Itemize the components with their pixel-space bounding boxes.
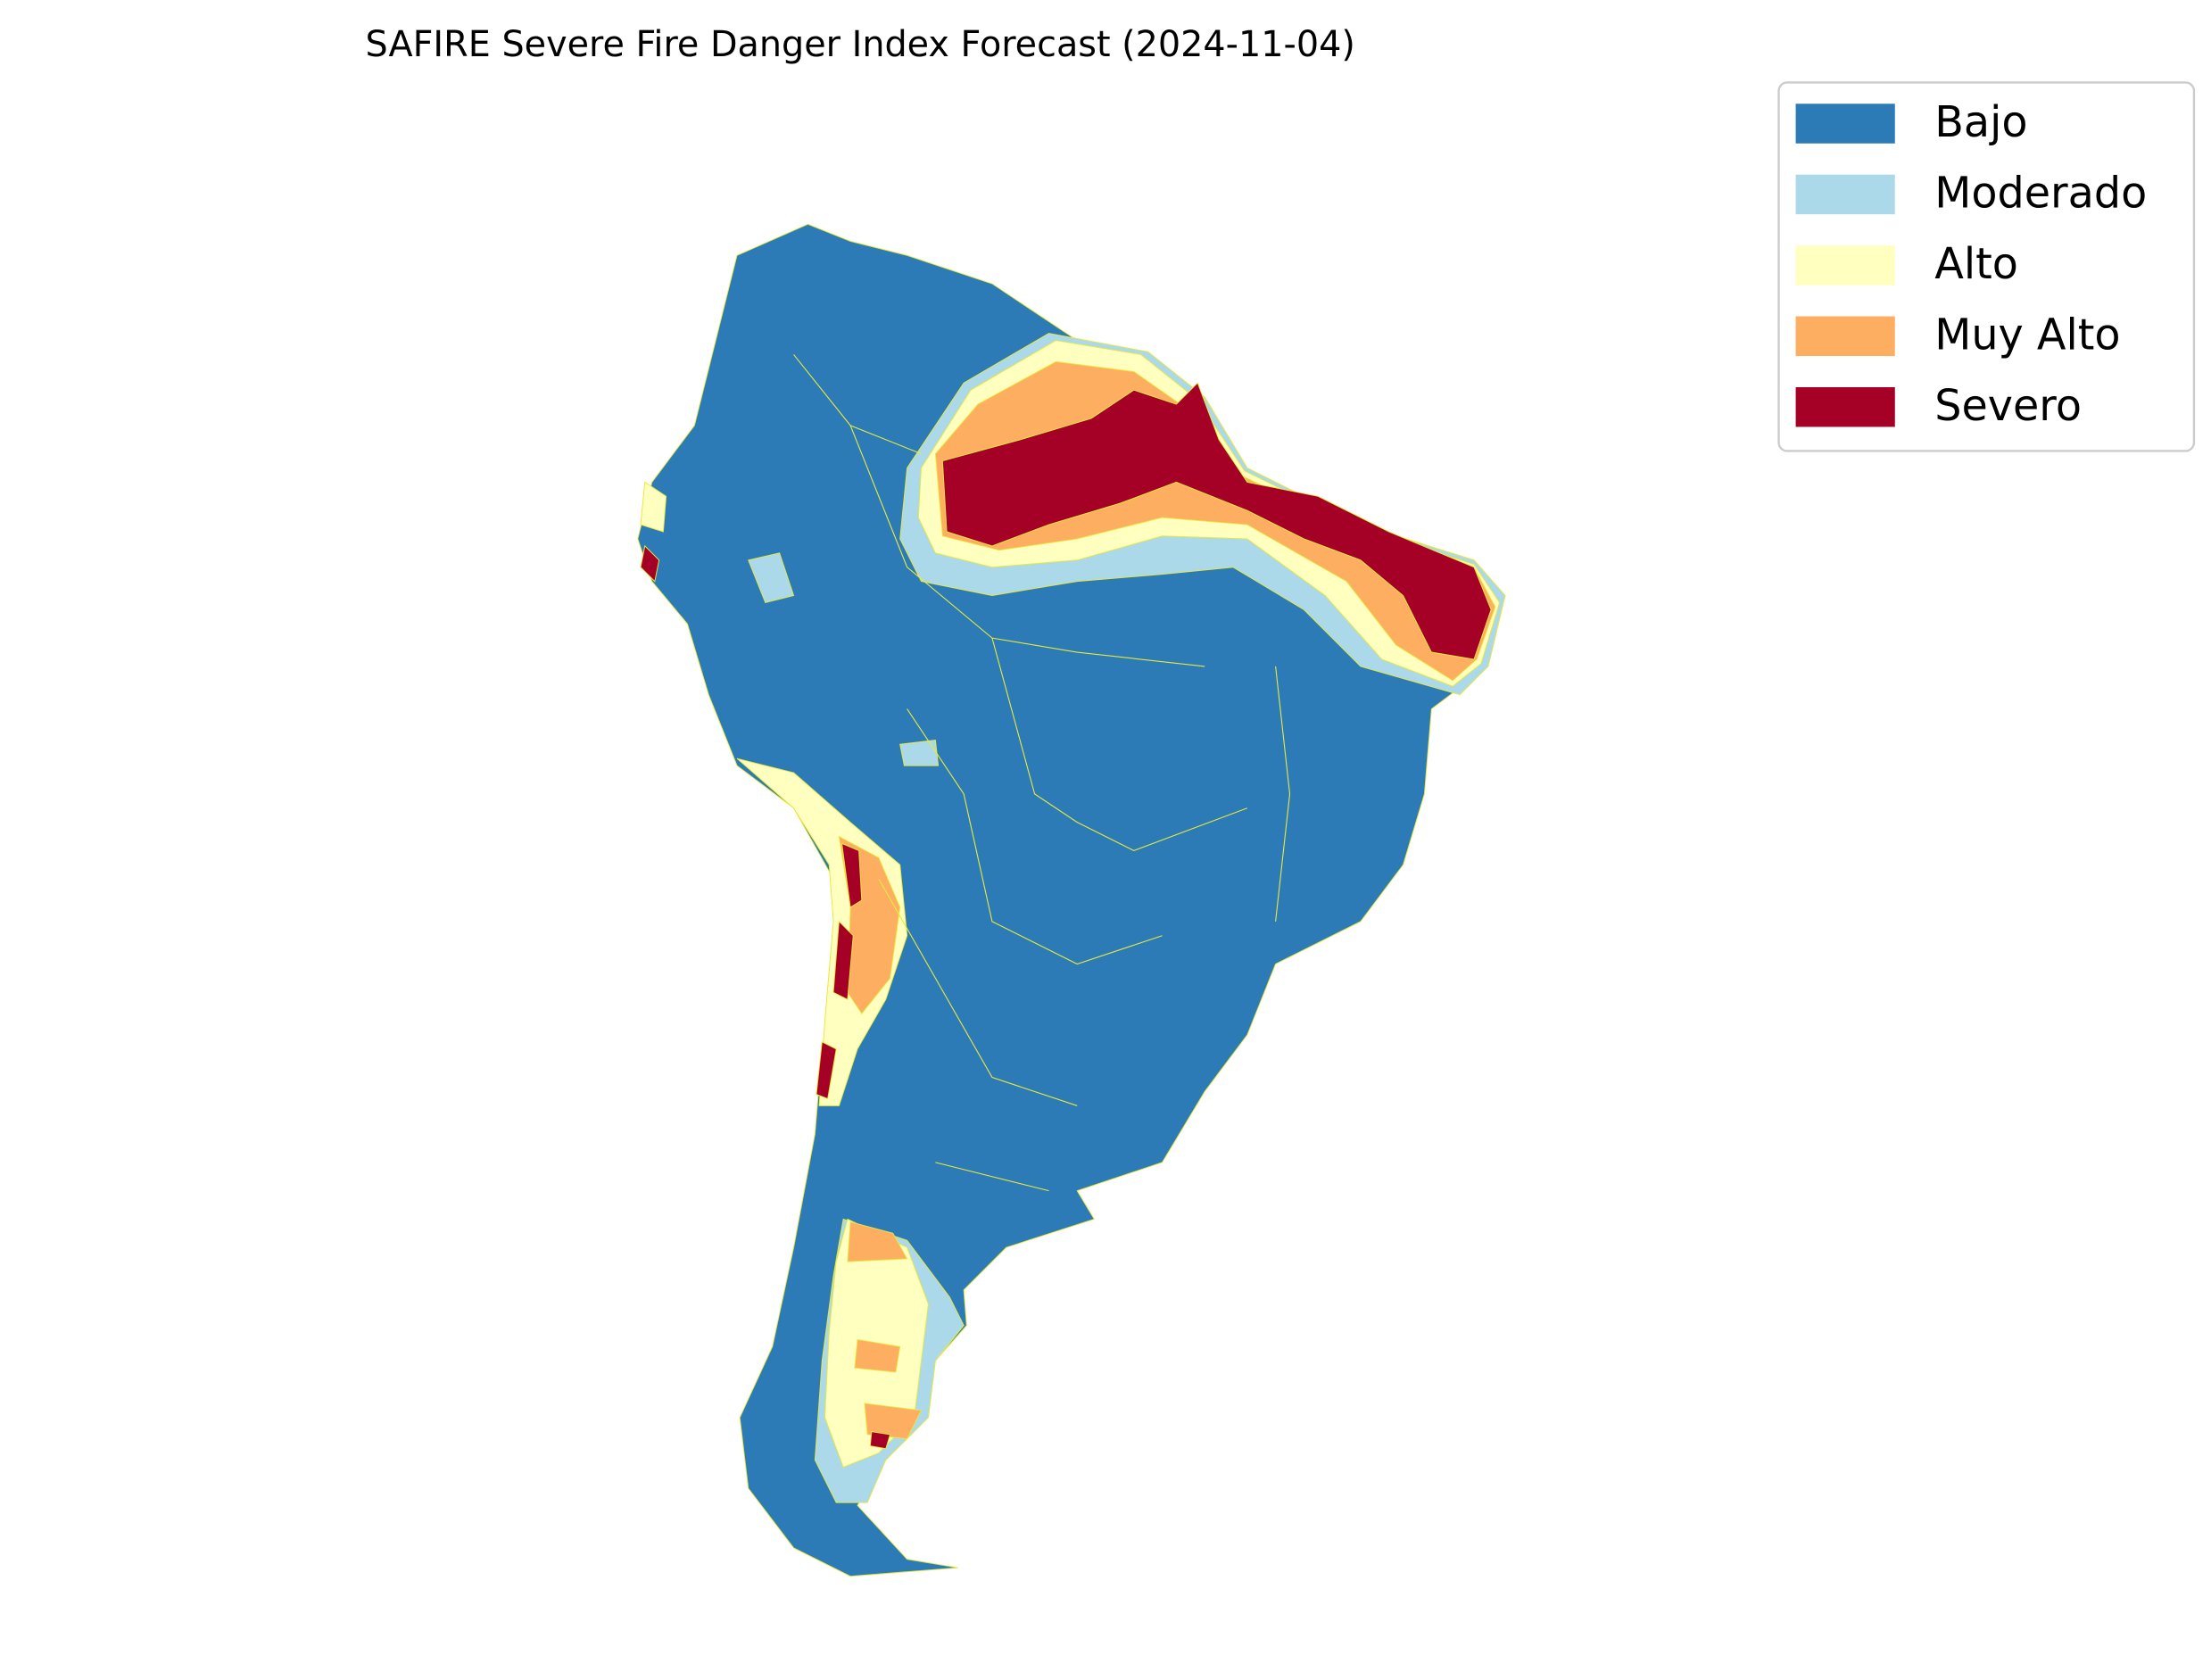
region-severo [869,1431,891,1450]
legend-swatch [1795,103,1895,144]
legend-label: Severo [1934,382,2082,431]
continent [637,223,1506,1577]
legend-label: Moderado [1934,170,2147,219]
region-muy-alto [847,1221,923,1440]
map-title: SAFIRE Severe Fire Danger Index Forecast… [366,24,1355,65]
region-alto [640,481,667,533]
region-severo [640,544,863,1100]
legend-frame [1777,81,2196,452]
legend-label: Muy Alto [1934,310,2120,360]
legend-swatch [1795,316,1895,357]
border-line [793,354,1291,1192]
country-borders [793,354,1291,1192]
legend-swatch [1795,174,1895,215]
legend-swatch [1795,386,1895,427]
region-alto [736,757,908,1106]
region-moderado [748,552,940,766]
region-severo [941,382,1492,660]
legend-swatch [1795,245,1895,286]
legend-label: Bajo [1934,98,2027,147]
legend-label: Alto [1934,240,2018,289]
legend: Bajo Moderado Alto Muy Alto Severo [1777,81,2196,452]
